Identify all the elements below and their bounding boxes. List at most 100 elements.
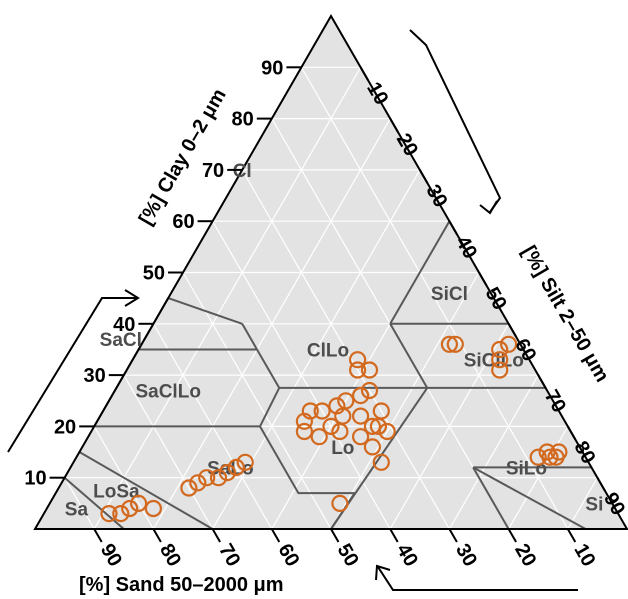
silt-arrow-head [479, 200, 498, 215]
sand-tick-label-50: 50 [333, 540, 363, 570]
data-point-38 [500, 335, 518, 353]
silt-tick-60 [507, 323, 517, 338]
class-boundary-1 [167, 297, 243, 325]
data-point-27 [352, 407, 370, 425]
sand-tick-40 [389, 528, 399, 543]
grid-line-sand-90 [64, 477, 95, 530]
data-point-29 [372, 402, 390, 420]
data-point-37 [446, 335, 464, 353]
grid-line-silt-70 [448, 374, 539, 530]
grid-line-sand-30 [241, 169, 450, 530]
data-point-14 [313, 402, 331, 420]
grid-line-silt-60 [389, 323, 510, 530]
data-point-44 [550, 443, 568, 461]
data-point-21 [310, 428, 328, 446]
data-point-20 [295, 422, 313, 441]
sand-tick-70 [211, 528, 221, 543]
data-point-40 [491, 351, 509, 369]
silt-tick-50 [478, 272, 488, 286]
clay-tick-label-30: 30 [84, 365, 106, 387]
data-point-9 [218, 464, 236, 482]
silt-tick-80 [566, 425, 577, 440]
data-point-15 [301, 402, 319, 420]
class-label-Sa: Sa [65, 500, 89, 521]
sand-tick-label-60: 60 [273, 540, 303, 570]
class-boundary-5 [241, 323, 258, 350]
data-point-4 [144, 499, 162, 518]
data-point-0 [130, 494, 148, 512]
axis-arrows [7, 29, 578, 591]
class-label-LoSa: LoSa [93, 482, 140, 503]
data-point-19 [360, 381, 379, 400]
data-point-5 [180, 479, 198, 497]
sand-tick-label-20: 20 [510, 540, 540, 570]
data-point-26 [334, 407, 352, 425]
class-label-Lo: Lo [331, 438, 354, 459]
data-point-23 [352, 428, 370, 446]
data-point-31 [378, 422, 396, 441]
data-point-12 [331, 494, 349, 512]
sand-tick-label-30: 30 [451, 540, 481, 570]
sand-tick-label-70: 70 [214, 540, 244, 570]
silt-tick-20 [389, 118, 399, 133]
sand-tick-60 [270, 528, 281, 543]
sand-tick-10 [566, 528, 577, 543]
data-point-36 [440, 335, 458, 353]
class-label-Cl: Cl [233, 161, 252, 182]
class-boundary-10 [259, 425, 355, 495]
silt-tick-90 [596, 477, 606, 492]
sand-tick-label-90: 90 [96, 540, 126, 570]
grid-line-silt-10 [93, 67, 362, 530]
data-point-25 [322, 417, 340, 435]
class-boundary-15 [472, 466, 510, 530]
grid-line-silt-90 [567, 477, 598, 530]
clay-tick-label-60: 60 [172, 211, 194, 233]
silt-tick-70 [537, 374, 547, 389]
sand-tick-label-80: 80 [155, 540, 185, 570]
class-label-Si: Si [585, 494, 603, 515]
data-point-32 [372, 453, 390, 471]
sand-tick-80 [152, 528, 162, 543]
class-boundary-12 [78, 451, 214, 530]
sand-tick-label-10: 10 [569, 540, 599, 570]
data-point-41 [491, 361, 509, 379]
clay-tick-label-40: 40 [113, 314, 135, 336]
data-point-6 [189, 474, 207, 492]
data-point-18 [352, 387, 370, 405]
data-point-8 [209, 469, 228, 487]
data-point-46 [529, 448, 547, 466]
clay-tick-label-50: 50 [143, 263, 165, 285]
data-point-11 [236, 453, 254, 471]
sand-tick-label-40: 40 [392, 540, 422, 570]
class-label-SiCl: SiCl [431, 284, 468, 305]
grid-line-sand-10 [300, 67, 569, 530]
data-point-3 [100, 504, 118, 523]
clay-tick-label-20: 20 [54, 416, 76, 438]
class-label-SaClLo: SaClLo [135, 382, 200, 403]
data-point-1 [121, 499, 139, 518]
clay-direction-arrow [7, 297, 137, 453]
sand-tick-20 [507, 528, 517, 543]
data-point-7 [198, 469, 216, 487]
data-point-35 [349, 361, 367, 379]
class-boundary-16 [472, 466, 587, 530]
data-point-33 [360, 361, 379, 379]
grid-line-sand-50 [182, 272, 332, 530]
grid-line-sand-70 [123, 374, 214, 530]
silt-tick-10 [359, 66, 369, 81]
data-point-34 [349, 351, 367, 369]
sand-axis-title: [%] Sand 50–2000 μm [79, 574, 284, 596]
data-point-45 [538, 443, 556, 461]
grid-line-silt-50 [330, 272, 480, 530]
clay-tick-label-10: 10 [24, 468, 46, 490]
sand-direction-arrow [377, 566, 578, 591]
clay-tick-label-80: 80 [232, 109, 254, 131]
data-point-10 [227, 458, 245, 476]
class-boundary-2 [389, 220, 451, 325]
data-point-2 [112, 504, 130, 523]
clay-arrow-head [124, 289, 140, 307]
data-point-24 [363, 417, 381, 435]
clay-axis-title: [%] Clay 0–2 μm [135, 85, 231, 229]
silt-tick-30 [418, 169, 429, 184]
silt-tick-40 [448, 220, 458, 235]
